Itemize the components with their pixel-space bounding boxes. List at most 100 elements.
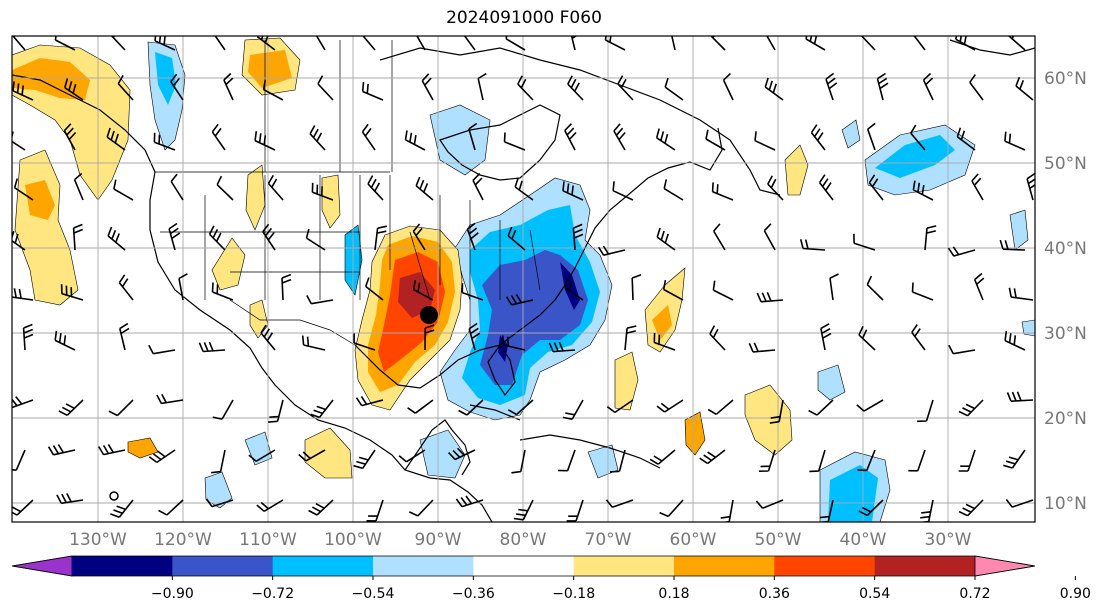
wind-barb (72, 223, 83, 251)
neg-anomaly-plains (344, 224, 363, 296)
colorbar-segment (573, 556, 675, 576)
wind-barb (107, 226, 126, 251)
wind-barb (170, 173, 184, 201)
wind-barb (558, 449, 576, 472)
colorbar-tick-label: 0.18 (658, 586, 689, 602)
wind-barb (766, 36, 776, 51)
lon-label: 40°W (840, 530, 887, 550)
lon-label: 50°W (755, 530, 802, 550)
wind-barb (612, 181, 634, 201)
wind-barb (256, 499, 284, 512)
wind-barb (178, 273, 188, 301)
wind-barb (315, 36, 326, 51)
wind-barb (407, 399, 434, 414)
wind-barb (910, 124, 926, 151)
wind-barb (1003, 449, 1026, 469)
wind-barb (810, 124, 826, 151)
lon-label: 120°W (154, 530, 212, 550)
wind-barb (168, 222, 181, 251)
colorbar-tick-label: 0.72 (959, 586, 990, 602)
wind-barb (763, 223, 776, 251)
wind-barb (671, 36, 676, 51)
colorbar (11, 555, 1036, 577)
gridlines (12, 36, 1035, 522)
lat-label: 60°N (1044, 69, 1087, 89)
wind-barb (1026, 172, 1035, 201)
wind-barb (421, 73, 434, 101)
wind-barb (570, 36, 578, 51)
wind-barb (659, 499, 684, 518)
wind-barb (709, 325, 726, 351)
lon-label: 70°W (585, 530, 632, 550)
wind-barb (662, 279, 684, 301)
wind-barb (260, 324, 276, 351)
wind-barb (205, 498, 234, 508)
colorbar-segment (72, 556, 173, 576)
small-circle-marker (109, 491, 119, 501)
colorbar-tick-label: −0.72 (251, 586, 294, 602)
wind-barb (267, 174, 284, 201)
wind-barb (404, 130, 426, 151)
wind-barb (153, 132, 176, 151)
colorbar-labels: −0.90 −0.72 −0.54 −0.36 −0.18 0.18 0.36 0.54 0.7… (151, 576, 1091, 602)
wind-barb (248, 449, 276, 462)
neg-anomaly-tropical-core (828, 465, 878, 522)
wind-barb (262, 80, 284, 101)
pos-anomaly-mexico (304, 427, 353, 479)
wind-barb (211, 449, 226, 474)
wind-barb (256, 36, 276, 51)
pos-anomaly-plains (321, 174, 341, 229)
wind-barb (424, 324, 435, 351)
colorbar-tick-label: −0.36 (452, 586, 495, 602)
colorbar-segment (774, 556, 876, 576)
wind-barb (767, 175, 784, 201)
wind-barb (47, 444, 76, 456)
pos-anomaly-idaho (245, 164, 266, 231)
wind-barb (876, 72, 889, 101)
wind-barb (919, 499, 934, 522)
colorbar-tick-label: 0.36 (759, 586, 790, 602)
wind-barb (564, 278, 584, 301)
colorbar-segment (874, 556, 976, 576)
lon-label: 130°W (69, 530, 127, 550)
wind-barb (353, 449, 376, 470)
wind-barb (98, 443, 126, 456)
wind-barb (448, 447, 476, 461)
wind-barb (211, 282, 234, 301)
wind-barb (458, 399, 484, 416)
wind-barb (958, 399, 984, 417)
wind-barb (416, 36, 426, 51)
storm-center-marker (420, 306, 438, 324)
wind-barb (799, 239, 826, 251)
colorbar-segment (674, 556, 775, 576)
wind-barb (22, 323, 34, 351)
wind-barb (604, 36, 626, 51)
wind-barb (748, 342, 776, 353)
neg-anomaly-atlantic-core (875, 135, 955, 178)
wind-barb (254, 131, 276, 151)
wind-barb (958, 449, 976, 472)
wind-barb (398, 449, 426, 463)
wind-barb (12, 81, 34, 101)
wind-barb (613, 123, 626, 151)
pos-anomaly-atlantic-2 (744, 384, 793, 456)
wind-barb (764, 77, 784, 101)
wind-barb (353, 333, 376, 351)
wind-barb (12, 288, 34, 301)
wind-barb (973, 272, 985, 301)
wind-barb (73, 172, 84, 201)
colorbar-outline (11, 555, 1036, 577)
wind-barb (468, 122, 478, 151)
wind-barb (298, 449, 326, 462)
wind-barb (908, 449, 926, 472)
wind-barb (805, 36, 826, 51)
colorbar-segment (373, 556, 474, 576)
wind-barb (605, 499, 634, 509)
wind-barb (156, 393, 184, 405)
lon-label: 30°W (925, 530, 972, 550)
wind-barb (955, 36, 976, 51)
wind-barb (12, 396, 34, 409)
wind-barb (507, 226, 526, 251)
wind-barb (507, 399, 534, 416)
wind-barb (148, 344, 176, 355)
